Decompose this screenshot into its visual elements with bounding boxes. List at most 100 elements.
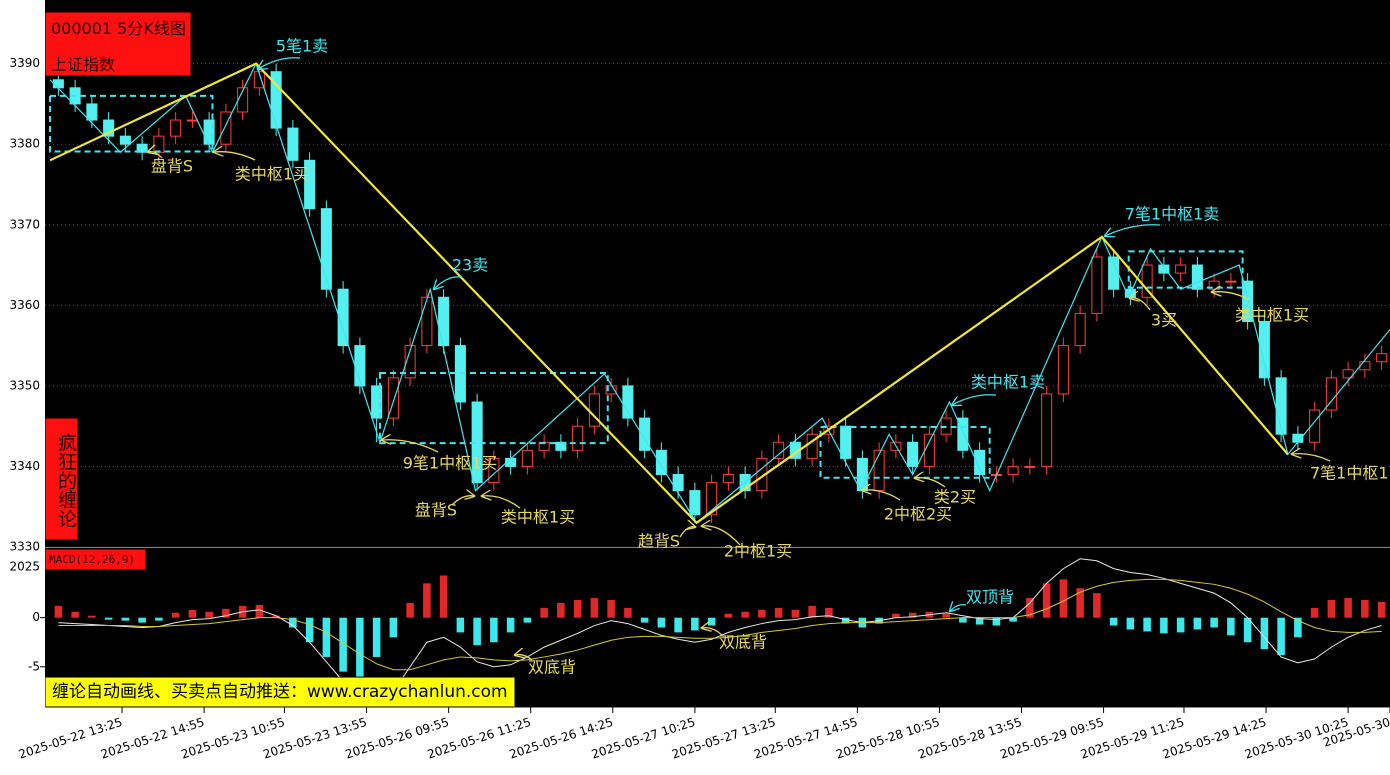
macd-bar <box>1093 593 1101 618</box>
macd-bar <box>155 617 163 621</box>
annotation: 类中枢1买 <box>501 508 575 527</box>
macd-bar <box>372 617 381 657</box>
macd-bar <box>138 617 146 623</box>
candle-body <box>1258 320 1270 379</box>
macd-bar <box>523 617 532 623</box>
candle-body <box>1041 393 1053 467</box>
macd-bar <box>774 607 783 618</box>
candle-body <box>639 417 651 451</box>
macd-bar <box>289 617 297 628</box>
banner: 缠论自动画线、买卖点自动推送：www.crazychanlun.com <box>45 677 515 707</box>
macd-bar <box>540 607 548 618</box>
macd-bar <box>1076 588 1084 618</box>
macd-bar <box>439 575 448 618</box>
candle-body <box>1057 345 1069 395</box>
candle-body <box>1175 264 1187 274</box>
annotation-arrow <box>679 527 695 538</box>
candle-body <box>1108 256 1120 290</box>
macd-bar <box>1294 617 1302 638</box>
macd-bar <box>975 617 984 625</box>
annotation: 7笔1中枢1卖 <box>1125 205 1220 224</box>
annotation-arrow <box>1105 224 1161 236</box>
candle-body <box>186 119 198 122</box>
side-label: 疯狂的缠论 <box>45 418 78 540</box>
macd-bar <box>423 583 431 618</box>
candle-body <box>52 79 64 89</box>
annotation: 双顶背 <box>966 588 1014 607</box>
macd-bar <box>1109 617 1118 626</box>
candle-body <box>170 119 182 137</box>
annotation-arrow <box>214 152 256 161</box>
macd-bar <box>624 607 632 618</box>
macd-bar <box>121 617 130 621</box>
candle-body <box>387 377 399 419</box>
macd-bar <box>1277 617 1285 655</box>
annotation-arrow <box>148 152 163 159</box>
candle-body <box>572 425 584 451</box>
macd-bar <box>590 598 599 618</box>
annotation-arrow <box>1212 292 1251 301</box>
macd-bar <box>54 605 63 618</box>
annotation: 2中枢1买 <box>724 542 792 561</box>
annotation: 7笔1中枢1 <box>1310 464 1389 483</box>
macd-bar <box>791 609 800 618</box>
macd-y-tick-label: 0 <box>32 610 40 624</box>
plot-background <box>45 0 1390 707</box>
macd-bar <box>356 617 364 677</box>
annotation: 类中枢1卖 <box>971 373 1045 392</box>
macd-bar <box>1227 617 1235 636</box>
macd-bar <box>825 607 833 618</box>
candle-body <box>957 417 969 451</box>
title-box: 000001 5分K线图 上证指数 <box>45 12 191 76</box>
macd-bar <box>171 612 180 618</box>
macd-bar <box>1026 598 1034 618</box>
annotation-arrow <box>482 496 521 509</box>
candle-body <box>1191 264 1203 290</box>
candle-body <box>103 119 115 137</box>
macd-bar <box>1243 617 1252 643</box>
pivot-box <box>378 371 609 445</box>
annotation: 盘背S <box>415 501 457 520</box>
macd-bar <box>1377 601 1386 618</box>
macd-bar <box>758 609 766 618</box>
macd-bar <box>1361 600 1369 618</box>
candle-body <box>1376 353 1388 363</box>
macd-bar <box>456 617 465 633</box>
candle-body <box>706 482 718 516</box>
candle-body <box>1024 465 1036 468</box>
annotation: 双底背 <box>528 658 576 677</box>
pivot-box <box>49 94 214 153</box>
macd-bar <box>490 617 498 643</box>
candle-body <box>1007 465 1019 475</box>
annotation: 双底背 <box>719 633 767 652</box>
macd-bar <box>272 615 280 618</box>
candle-body <box>1225 280 1237 283</box>
annotation-arrow <box>950 605 967 611</box>
candle-body <box>1074 312 1086 347</box>
candle-body <box>287 127 299 161</box>
candle-body <box>337 288 349 347</box>
macd-y-tick-label: -5 <box>28 659 40 673</box>
annotation-arrow <box>1292 454 1331 462</box>
candle-body <box>270 71 282 129</box>
y-tick-label: 3370 <box>9 217 40 231</box>
candle-body <box>153 135 165 153</box>
candle-body <box>1091 256 1103 314</box>
macd-bar <box>188 609 197 618</box>
candle-body <box>304 159 316 210</box>
macd-bar <box>104 617 113 620</box>
y-tick-label: 3330 <box>9 540 40 554</box>
y-tick-label: 3350 <box>9 378 40 392</box>
candle-body <box>806 433 818 459</box>
annotation-arrow <box>515 655 533 661</box>
macd-bar <box>741 611 749 618</box>
candle-body <box>873 449 885 492</box>
candle-body <box>672 473 684 492</box>
macd-bar <box>1193 617 1202 630</box>
candle-body <box>1141 264 1153 298</box>
macd-bar <box>339 617 347 672</box>
macd-bar <box>691 617 699 631</box>
macd-bar <box>71 611 79 618</box>
candle-body <box>907 441 919 467</box>
